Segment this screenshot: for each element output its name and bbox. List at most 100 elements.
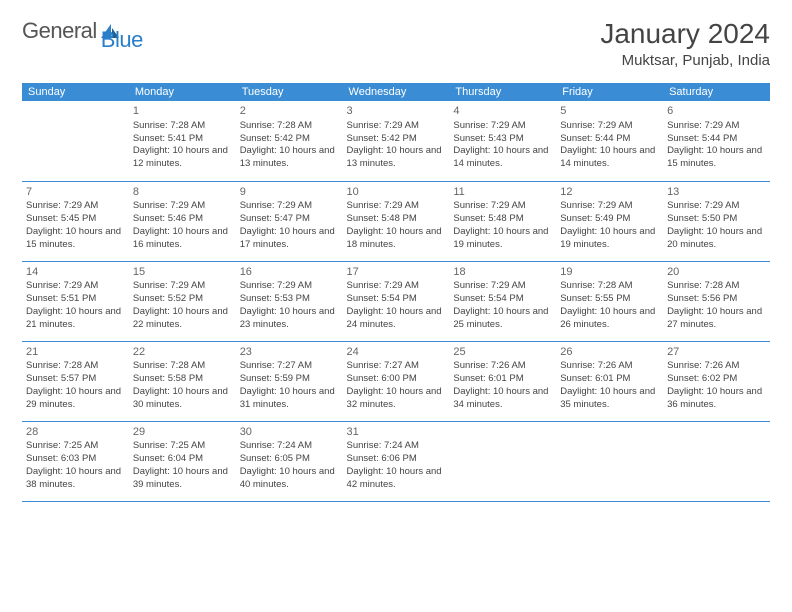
day-number: 16 (240, 265, 339, 280)
calendar-cell: 12Sunrise: 7:29 AMSunset: 5:49 PMDayligh… (556, 181, 663, 261)
header: General Blue January 2024 Muktsar, Punja… (22, 18, 770, 69)
day-number: 13 (667, 185, 766, 200)
calendar-cell: 20Sunrise: 7:28 AMSunset: 5:56 PMDayligh… (663, 261, 770, 341)
calendar-cell: 17Sunrise: 7:29 AMSunset: 5:54 PMDayligh… (343, 261, 450, 341)
day-info: Sunrise: 7:29 AMSunset: 5:47 PMDaylight:… (240, 200, 339, 251)
day-info: Sunrise: 7:29 AMSunset: 5:53 PMDaylight:… (240, 280, 339, 331)
calendar-cell: 5Sunrise: 7:29 AMSunset: 5:44 PMDaylight… (556, 101, 663, 181)
day-info: Sunrise: 7:27 AMSunset: 6:00 PMDaylight:… (347, 360, 446, 411)
calendar-cell: 1Sunrise: 7:28 AMSunset: 5:41 PMDaylight… (129, 101, 236, 181)
day-info: Sunrise: 7:29 AMSunset: 5:46 PMDaylight:… (133, 200, 232, 251)
title-block: January 2024 Muktsar, Punjab, India (600, 18, 770, 69)
calendar-cell: 8Sunrise: 7:29 AMSunset: 5:46 PMDaylight… (129, 181, 236, 261)
day-number: 23 (240, 345, 339, 360)
calendar-cell: 23Sunrise: 7:27 AMSunset: 5:59 PMDayligh… (236, 341, 343, 421)
day-number: 9 (240, 185, 339, 200)
calendar-cell: 24Sunrise: 7:27 AMSunset: 6:00 PMDayligh… (343, 341, 450, 421)
day-info: Sunrise: 7:29 AMSunset: 5:50 PMDaylight:… (667, 200, 766, 251)
day-number: 11 (453, 185, 552, 200)
day-info: Sunrise: 7:24 AMSunset: 6:06 PMDaylight:… (347, 440, 446, 491)
calendar-cell (22, 101, 129, 181)
day-info: Sunrise: 7:24 AMSunset: 6:05 PMDaylight:… (240, 440, 339, 491)
day-number: 4 (453, 104, 552, 119)
calendar-cell (663, 421, 770, 501)
calendar-cell: 3Sunrise: 7:29 AMSunset: 5:42 PMDaylight… (343, 101, 450, 181)
calendar-cell: 9Sunrise: 7:29 AMSunset: 5:47 PMDaylight… (236, 181, 343, 261)
day-info: Sunrise: 7:28 AMSunset: 5:56 PMDaylight:… (667, 280, 766, 331)
day-number: 20 (667, 265, 766, 280)
calendar-cell: 22Sunrise: 7:28 AMSunset: 5:58 PMDayligh… (129, 341, 236, 421)
location-label: Muktsar, Punjab, India (600, 52, 770, 69)
calendar-cell: 18Sunrise: 7:29 AMSunset: 5:54 PMDayligh… (449, 261, 556, 341)
day-number: 8 (133, 185, 232, 200)
calendar-cell: 26Sunrise: 7:26 AMSunset: 6:01 PMDayligh… (556, 341, 663, 421)
day-info: Sunrise: 7:29 AMSunset: 5:49 PMDaylight:… (560, 200, 659, 251)
day-number: 2 (240, 104, 339, 119)
day-info: Sunrise: 7:29 AMSunset: 5:44 PMDaylight:… (560, 120, 659, 171)
calendar-cell: 30Sunrise: 7:24 AMSunset: 6:05 PMDayligh… (236, 421, 343, 501)
day-number: 14 (26, 265, 125, 280)
day-info: Sunrise: 7:29 AMSunset: 5:54 PMDaylight:… (453, 280, 552, 331)
day-number: 31 (347, 425, 446, 440)
day-info: Sunrise: 7:27 AMSunset: 5:59 PMDaylight:… (240, 360, 339, 411)
day-info: Sunrise: 7:29 AMSunset: 5:48 PMDaylight:… (453, 200, 552, 251)
day-info: Sunrise: 7:29 AMSunset: 5:48 PMDaylight:… (347, 200, 446, 251)
day-info: Sunrise: 7:28 AMSunset: 5:55 PMDaylight:… (560, 280, 659, 331)
day-info: Sunrise: 7:29 AMSunset: 5:42 PMDaylight:… (347, 120, 446, 171)
calendar-cell: 25Sunrise: 7:26 AMSunset: 6:01 PMDayligh… (449, 341, 556, 421)
day-number: 26 (560, 345, 659, 360)
calendar-week: 14Sunrise: 7:29 AMSunset: 5:51 PMDayligh… (22, 261, 770, 341)
day-number: 29 (133, 425, 232, 440)
day-header: Sunday (22, 83, 129, 101)
day-number: 15 (133, 265, 232, 280)
day-info: Sunrise: 7:28 AMSunset: 5:42 PMDaylight:… (240, 120, 339, 171)
day-header: Monday (129, 83, 236, 101)
calendar-cell: 15Sunrise: 7:29 AMSunset: 5:52 PMDayligh… (129, 261, 236, 341)
calendar-week: 1Sunrise: 7:28 AMSunset: 5:41 PMDaylight… (22, 101, 770, 181)
calendar-cell: 19Sunrise: 7:28 AMSunset: 5:55 PMDayligh… (556, 261, 663, 341)
day-info: Sunrise: 7:26 AMSunset: 6:01 PMDaylight:… (560, 360, 659, 411)
day-info: Sunrise: 7:29 AMSunset: 5:54 PMDaylight:… (347, 280, 446, 331)
day-info: Sunrise: 7:29 AMSunset: 5:51 PMDaylight:… (26, 280, 125, 331)
day-header: Friday (556, 83, 663, 101)
calendar-cell: 7Sunrise: 7:29 AMSunset: 5:45 PMDaylight… (22, 181, 129, 261)
calendar-cell: 4Sunrise: 7:29 AMSunset: 5:43 PMDaylight… (449, 101, 556, 181)
day-number: 30 (240, 425, 339, 440)
month-title: January 2024 (600, 18, 770, 50)
day-info: Sunrise: 7:26 AMSunset: 6:01 PMDaylight:… (453, 360, 552, 411)
day-header-row: SundayMondayTuesdayWednesdayThursdayFrid… (22, 83, 770, 101)
day-info: Sunrise: 7:29 AMSunset: 5:43 PMDaylight:… (453, 120, 552, 171)
calendar-cell: 14Sunrise: 7:29 AMSunset: 5:51 PMDayligh… (22, 261, 129, 341)
day-number: 19 (560, 265, 659, 280)
day-header: Tuesday (236, 83, 343, 101)
calendar-cell: 10Sunrise: 7:29 AMSunset: 5:48 PMDayligh… (343, 181, 450, 261)
day-number: 22 (133, 345, 232, 360)
day-number: 17 (347, 265, 446, 280)
calendar-cell (556, 421, 663, 501)
day-number: 3 (347, 104, 446, 119)
day-number: 5 (560, 104, 659, 119)
calendar-cell (449, 421, 556, 501)
brand-part1: General (22, 18, 97, 44)
calendar-cell: 16Sunrise: 7:29 AMSunset: 5:53 PMDayligh… (236, 261, 343, 341)
day-header: Saturday (663, 83, 770, 101)
calendar-week: 28Sunrise: 7:25 AMSunset: 6:03 PMDayligh… (22, 421, 770, 501)
day-number: 10 (347, 185, 446, 200)
calendar-cell: 31Sunrise: 7:24 AMSunset: 6:06 PMDayligh… (343, 421, 450, 501)
calendar-cell: 21Sunrise: 7:28 AMSunset: 5:57 PMDayligh… (22, 341, 129, 421)
day-number: 7 (26, 185, 125, 200)
day-number: 6 (667, 104, 766, 119)
day-info: Sunrise: 7:28 AMSunset: 5:41 PMDaylight:… (133, 120, 232, 171)
day-header: Thursday (449, 83, 556, 101)
day-info: Sunrise: 7:26 AMSunset: 6:02 PMDaylight:… (667, 360, 766, 411)
day-number: 25 (453, 345, 552, 360)
day-number: 27 (667, 345, 766, 360)
day-info: Sunrise: 7:29 AMSunset: 5:52 PMDaylight:… (133, 280, 232, 331)
calendar-cell: 11Sunrise: 7:29 AMSunset: 5:48 PMDayligh… (449, 181, 556, 261)
day-number: 18 (453, 265, 552, 280)
day-info: Sunrise: 7:29 AMSunset: 5:45 PMDaylight:… (26, 200, 125, 251)
calendar-cell: 2Sunrise: 7:28 AMSunset: 5:42 PMDaylight… (236, 101, 343, 181)
day-number: 21 (26, 345, 125, 360)
brand-logo: General Blue (22, 18, 165, 44)
day-number: 24 (347, 345, 446, 360)
